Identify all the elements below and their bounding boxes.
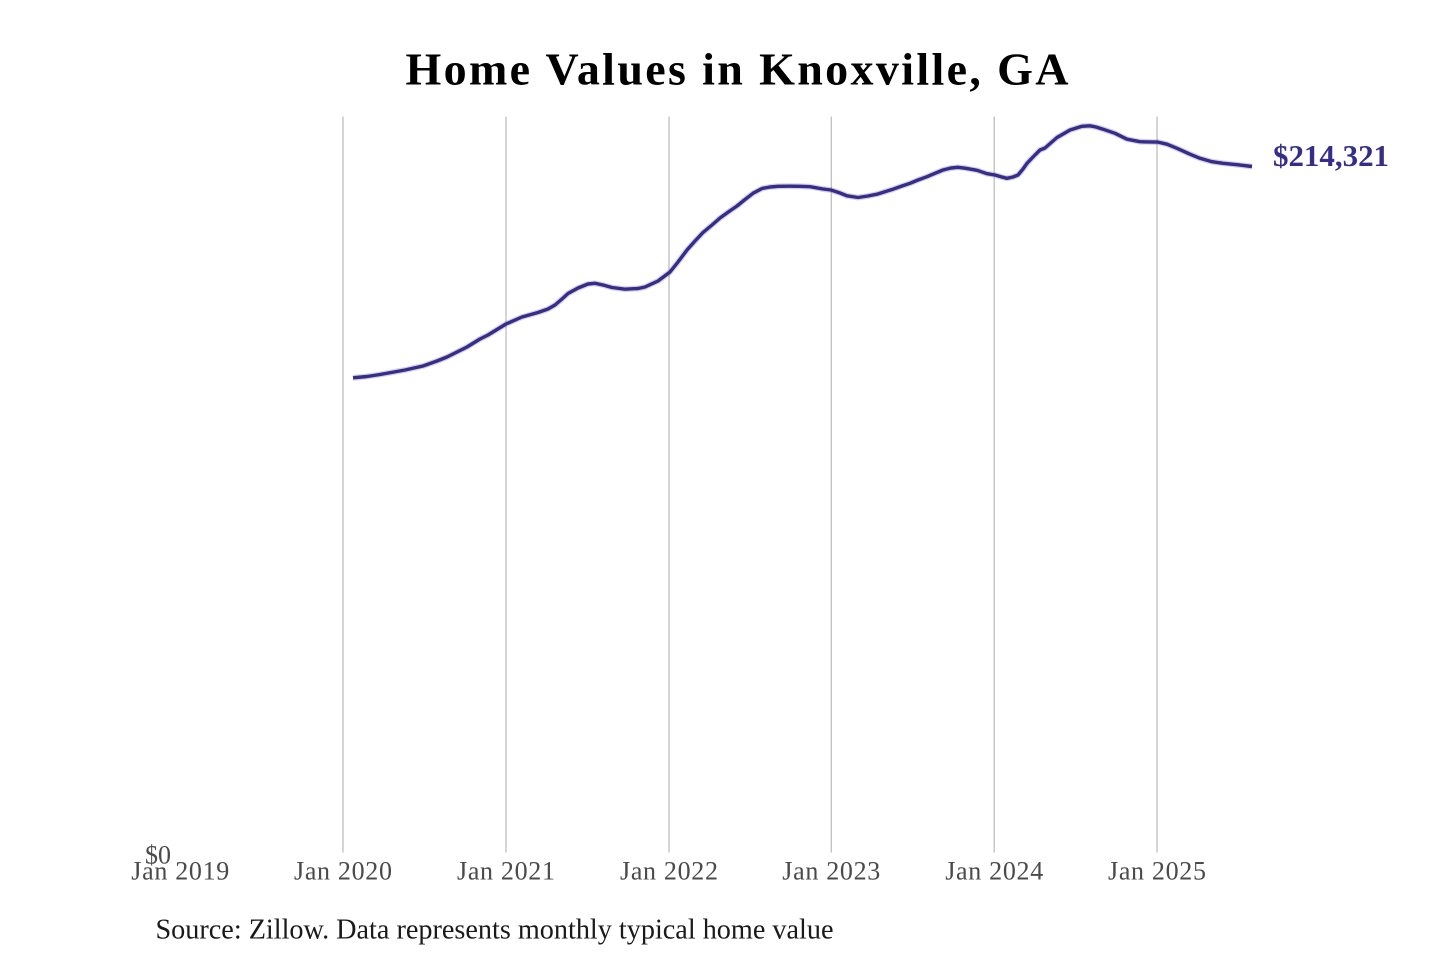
- svg-text:Source: Zillow. Data represent: Source: Zillow. Data represents monthly …: [156, 913, 834, 945]
- svg-text:Jan 2022: Jan 2022: [620, 857, 718, 886]
- svg-text:Home Values in Knoxville, GA: Home Values in Knoxville, GA: [406, 43, 1069, 94]
- svg-text:$0: $0: [145, 841, 171, 870]
- svg-text:Jan 2019: Jan 2019: [131, 857, 229, 886]
- svg-text:Jan 2024: Jan 2024: [945, 857, 1043, 886]
- svg-text:Jan 2025: Jan 2025: [1108, 857, 1206, 886]
- svg-text:Jan 2023: Jan 2023: [782, 857, 880, 886]
- svg-text:$214,321: $214,321: [1273, 138, 1389, 173]
- svg-text:Jan 2021: Jan 2021: [457, 857, 555, 886]
- svg-text:Jan 2020: Jan 2020: [294, 857, 392, 886]
